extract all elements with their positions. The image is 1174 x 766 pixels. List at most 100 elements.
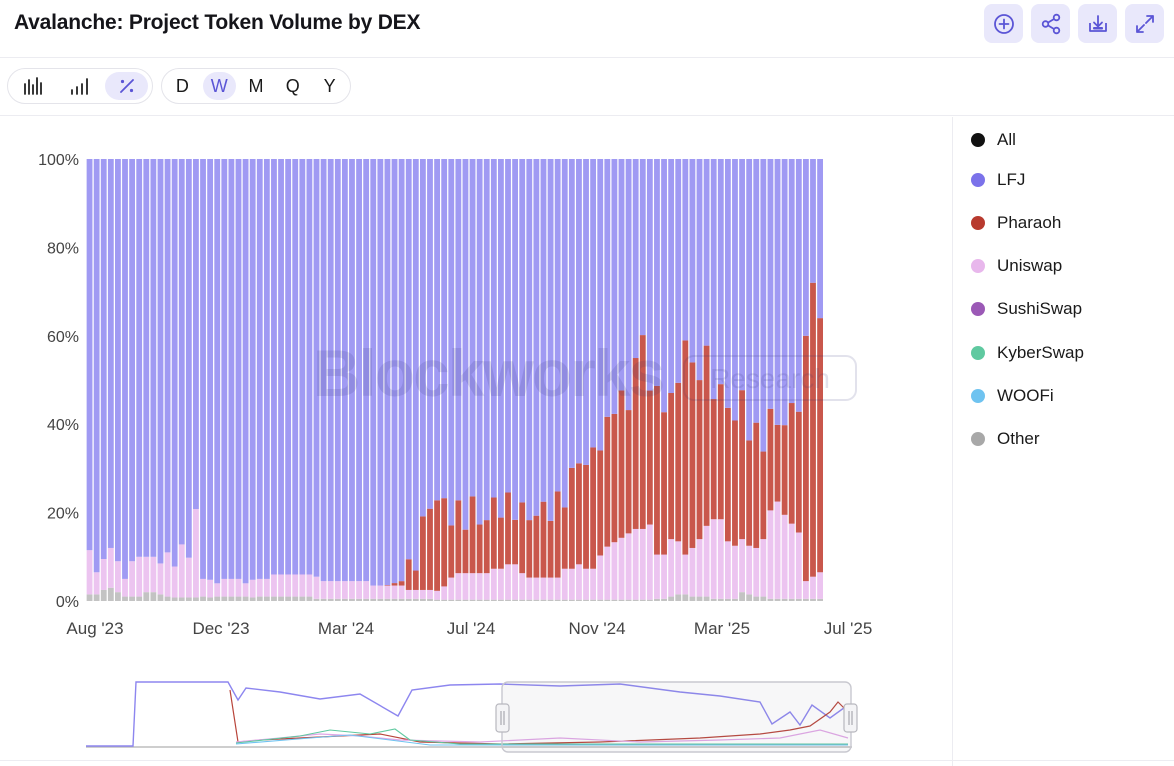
bar-uniswap[interactable] [200,578,206,597]
bar-lfj[interactable] [554,159,561,492]
bar-lfj[interactable] [228,159,235,579]
bar-other[interactable] [469,599,476,601]
bar-lfj[interactable] [526,159,533,521]
bar-lfj[interactable] [178,159,185,545]
bar-uniswap[interactable] [696,539,703,597]
bar-uniswap[interactable] [349,581,355,599]
bar-lfj[interactable] [299,159,306,575]
bar-lfj[interactable] [604,159,611,417]
bar-lfj[interactable] [774,159,781,425]
bar-uniswap[interactable] [710,519,717,599]
bar-uniswap[interactable] [228,578,235,597]
bar-other[interactable] [533,599,540,601]
bar-other[interactable] [193,597,199,601]
bar-pharaoh[interactable] [398,581,405,586]
bar-uniswap[interactable] [717,519,724,599]
bar-lfj[interactable] [639,159,646,336]
bar-other[interactable] [554,599,561,601]
bar-uniswap[interactable] [590,568,597,600]
bar-uniswap[interactable] [561,568,568,600]
bar-uniswap[interactable] [568,568,575,600]
bar-lfj[interactable] [334,159,341,582]
bar-other[interactable] [590,599,597,601]
bar-lfj[interactable] [795,159,802,412]
bar-pharaoh[interactable] [795,411,802,533]
bar-lfj[interactable] [341,159,348,582]
bar-uniswap[interactable] [221,578,228,597]
bar-uniswap[interactable] [419,589,426,599]
bar-uniswap[interactable] [115,561,121,593]
bar-lfj[interactable] [703,159,710,346]
bar-pharaoh[interactable] [710,399,717,520]
bar-other[interactable] [682,594,689,601]
bar-uniswap[interactable] [795,532,802,599]
bar-lfj[interactable] [150,159,157,557]
bar-other[interactable] [632,599,639,601]
bar-pharaoh[interactable] [512,519,519,565]
bar-lfj[interactable] [185,159,192,558]
bar-pharaoh[interactable] [547,520,554,578]
bar-lfj[interactable] [164,159,171,553]
bar-lfj[interactable] [129,159,136,562]
bar-lfj[interactable] [732,159,738,421]
bar-uniswap[interactable] [547,577,554,600]
bar-lfj[interactable] [320,159,327,582]
bar-uniswap[interactable] [100,559,107,590]
bar-other[interactable] [221,596,228,601]
bar-uniswap[interactable] [448,577,455,600]
bar-pharaoh[interactable] [427,508,433,590]
bar-pharaoh[interactable] [526,520,533,578]
bar-other[interactable] [129,596,136,601]
bar-pharaoh[interactable] [533,515,540,578]
bar-pharaoh[interactable] [717,384,724,520]
bar-lfj[interactable] [746,159,753,441]
bar-uniswap[interactable] [505,564,511,600]
bar-other[interactable] [703,596,710,601]
bar-pharaoh[interactable] [583,464,589,569]
period-week[interactable]: W [202,72,236,100]
bar-other[interactable] [341,598,348,601]
bar-other[interactable] [760,596,767,601]
bar-lfj[interactable] [100,159,107,560]
bar-other[interactable] [178,597,185,601]
bar-uniswap[interactable] [292,574,299,597]
bar-other[interactable] [285,596,292,601]
bar-lfj[interactable] [384,159,391,586]
period-day[interactable]: D [175,75,189,96]
bar-lfj[interactable] [107,159,114,548]
bar-uniswap[interactable] [370,585,377,599]
bar-uniswap[interactable] [703,525,710,597]
bar-pharaoh[interactable] [654,385,660,555]
legend-item-all[interactable]: All [971,128,1016,152]
bar-uniswap[interactable] [412,589,419,599]
bar-pharaoh[interactable] [668,393,675,540]
bar-other[interactable] [200,596,206,601]
bar-lfj[interactable] [802,159,809,336]
bar-uniswap[interactable] [129,561,136,597]
bar-other[interactable] [185,597,192,601]
bar-uniswap[interactable] [214,583,221,597]
bar-uniswap[interactable] [533,577,540,600]
legend-item-pharaoh[interactable]: Pharaoh [971,211,1061,235]
bar-other[interactable] [753,596,760,601]
bar-pharaoh[interactable] [639,335,646,529]
bar-lfj[interactable] [200,159,206,579]
bar-pharaoh[interactable] [434,500,440,591]
bar-other[interactable] [419,598,426,601]
bar-other[interactable] [724,598,731,601]
bar-uniswap[interactable] [817,572,823,599]
bar-pharaoh[interactable] [646,390,653,525]
bar-uniswap[interactable] [746,545,753,595]
bar-other[interactable] [334,598,341,601]
bar-lfj[interactable] [817,159,823,319]
bar-lfj[interactable] [689,159,696,363]
bar-other[interactable] [391,598,398,601]
bar-other[interactable] [611,599,618,601]
bar-pharaoh[interactable] [419,516,426,590]
bar-pharaoh[interactable] [476,524,483,574]
bar-uniswap[interactable] [256,578,263,597]
bar-pharaoh[interactable] [703,345,710,526]
bar-lfj[interactable] [391,159,398,584]
bar-lfj[interactable] [313,159,320,577]
bar-uniswap[interactable] [483,573,490,600]
